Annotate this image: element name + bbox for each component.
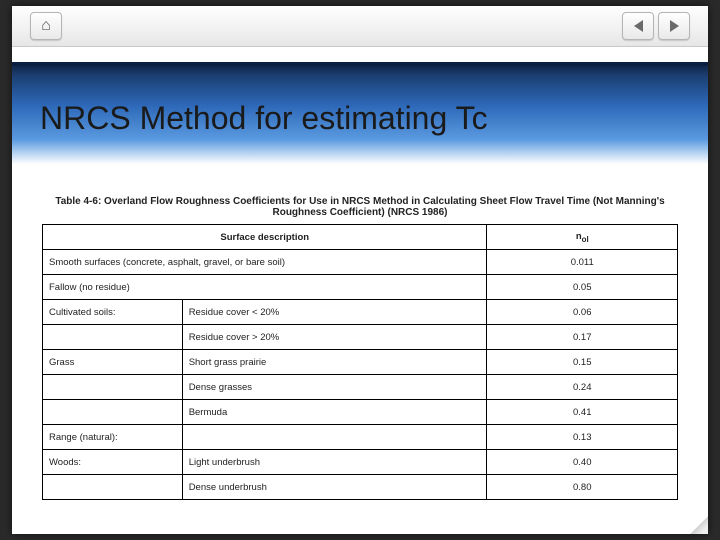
cell-group: Grass — [43, 350, 183, 375]
table-row: Woods: Light underbrush 0.40 — [43, 450, 678, 475]
slide-title: NRCS Method for estimating Tc — [40, 100, 488, 137]
cell-desc: Dense underbrush — [182, 475, 487, 500]
table-row: Cultivated soils: Residue cover < 20% 0.… — [43, 300, 678, 325]
cell-group — [43, 325, 183, 350]
col-header-value: nol — [487, 225, 678, 250]
cell-group — [43, 475, 183, 500]
cell-value: 0.05 — [487, 275, 678, 300]
page-curl-icon — [690, 516, 708, 534]
cell-desc: Light underbrush — [182, 450, 487, 475]
cell-desc — [182, 425, 487, 450]
cell-group: Range (natural): — [43, 425, 183, 450]
table-caption: Table 4-6: Overland Flow Roughness Coeff… — [42, 196, 678, 218]
cell-value: 0.17 — [487, 325, 678, 350]
cell-value: 0.011 — [487, 250, 678, 275]
col-header-description: Surface description — [43, 225, 487, 250]
cell-desc: Residue cover < 20% — [182, 300, 487, 325]
next-slide-button[interactable] — [658, 12, 690, 40]
cell-group — [43, 400, 183, 425]
cell-desc: Fallow (no residue) — [43, 275, 487, 300]
table-row: Residue cover > 20% 0.17 — [43, 325, 678, 350]
cell-value: 0.40 — [487, 450, 678, 475]
cell-value: 0.13 — [487, 425, 678, 450]
cell-desc: Bermuda — [182, 400, 487, 425]
table-row: Bermuda 0.41 — [43, 400, 678, 425]
home-icon: ⌂ — [41, 18, 51, 34]
cell-desc: Smooth surfaces (concrete, asphalt, grav… — [43, 250, 487, 275]
cell-group — [43, 375, 183, 400]
home-button[interactable]: ⌂ — [30, 12, 62, 40]
roughness-table-region: Table 4-6: Overland Flow Roughness Coeff… — [42, 196, 678, 500]
cell-value: 0.06 — [487, 300, 678, 325]
table-row: Dense grasses 0.24 — [43, 375, 678, 400]
cell-desc: Short grass prairie — [182, 350, 487, 375]
table-row: Smooth surfaces (concrete, asphalt, grav… — [43, 250, 678, 275]
cell-value: 0.80 — [487, 475, 678, 500]
table-row: Grass Short grass prairie 0.15 — [43, 350, 678, 375]
toolbar: ⌂ — [12, 6, 708, 47]
table-row: Fallow (no residue) 0.05 — [43, 275, 678, 300]
cell-value: 0.41 — [487, 400, 678, 425]
cell-value: 0.24 — [487, 375, 678, 400]
title-banner: NRCS Method for estimating Tc — [12, 62, 708, 164]
table-header-row: Surface description nol — [43, 225, 678, 250]
table-row: Dense underbrush 0.80 — [43, 475, 678, 500]
cell-group: Woods: — [43, 450, 183, 475]
cell-group: Cultivated soils: — [43, 300, 183, 325]
table-row: Range (natural): 0.13 — [43, 425, 678, 450]
cell-desc: Dense grasses — [182, 375, 487, 400]
slide: ⌂ NRCS Method for estimating Tc Table 4-… — [12, 6, 708, 534]
prev-slide-button[interactable] — [622, 12, 654, 40]
arrow-right-icon — [670, 20, 679, 32]
roughness-table: Surface description nol Smooth surfaces … — [42, 224, 678, 500]
cell-value: 0.15 — [487, 350, 678, 375]
arrow-left-icon — [634, 20, 643, 32]
cell-desc: Residue cover > 20% — [182, 325, 487, 350]
